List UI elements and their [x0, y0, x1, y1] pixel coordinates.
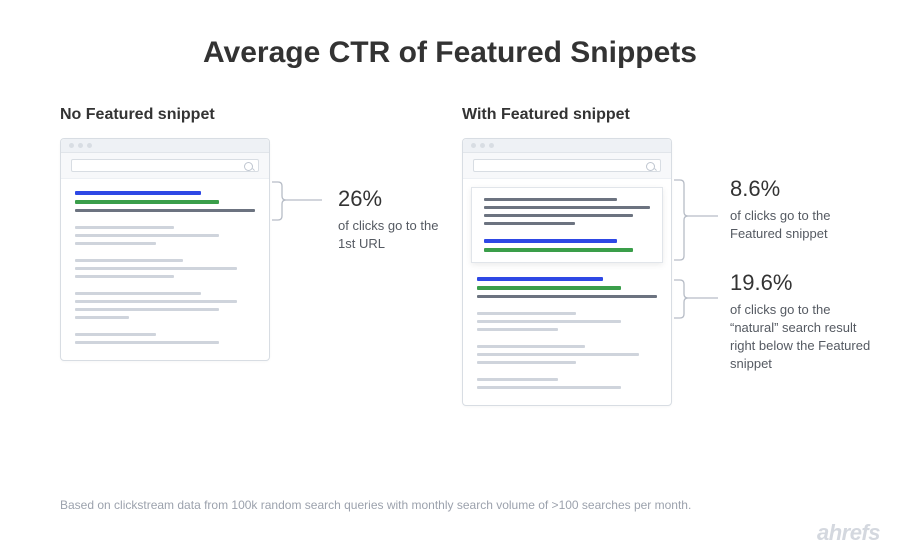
stat-desc: of clicks go to the Featured snippet — [730, 207, 870, 243]
result-placeholder — [75, 226, 255, 245]
url-bar-area — [61, 153, 269, 179]
placeholder-line — [75, 341, 219, 344]
result-title-line — [75, 191, 201, 195]
browser-top-bar — [463, 139, 671, 153]
placeholder-line — [75, 300, 237, 303]
placeholder-line — [75, 316, 129, 319]
result-placeholder — [75, 259, 255, 278]
bracket-icon — [668, 178, 728, 268]
window-dot-icon — [87, 143, 92, 148]
stat-value: 19.6% — [730, 268, 880, 299]
brand-logo: ahrefs — [817, 520, 880, 546]
placeholder-line — [477, 386, 621, 389]
snippet-line — [484, 214, 633, 217]
placeholder-line — [477, 361, 576, 364]
serp-body-left — [61, 179, 269, 360]
result-placeholder — [477, 378, 657, 389]
window-dot-icon — [480, 143, 485, 148]
col-with-snippet: With Featured snippet — [462, 106, 840, 406]
window-dot-icon — [489, 143, 494, 148]
columns: No Featured snippet — [60, 106, 840, 406]
featured-snippet-box — [471, 187, 663, 263]
url-bar-area — [463, 153, 671, 179]
window-dot-icon — [471, 143, 476, 148]
result-placeholder — [75, 333, 255, 344]
placeholder-line — [477, 378, 558, 381]
browser-mock-left — [60, 138, 270, 361]
bracket-icon — [668, 278, 728, 328]
stat-desc: of clicks go to the “natural” search res… — [730, 301, 880, 374]
stat-desc: of clicks go to the 1st URL — [338, 217, 458, 253]
first-natural-result — [477, 277, 657, 298]
snippet-title-line — [484, 239, 617, 243]
snippet-line — [484, 206, 650, 209]
heading-no-snippet: No Featured snippet — [60, 106, 438, 124]
callout-26: 26% of clicks go to the 1st URL — [338, 184, 458, 253]
stat-value: 26% — [338, 184, 458, 215]
stat-value: 8.6% — [730, 174, 870, 205]
page-title: Average CTR of Featured Snippets — [60, 36, 840, 70]
placeholder-line — [75, 259, 183, 262]
placeholder-line — [75, 267, 237, 270]
browser-top-bar — [61, 139, 269, 153]
search-bar-icon — [473, 159, 661, 172]
placeholder-line — [75, 234, 219, 237]
result-desc-line — [477, 295, 657, 298]
placeholder-line — [477, 312, 576, 315]
placeholder-line — [75, 226, 174, 229]
result-placeholder — [477, 345, 657, 364]
placeholder-line — [477, 345, 585, 348]
result-placeholder — [75, 292, 255, 319]
placeholder-line — [75, 275, 174, 278]
snippet-url-line — [484, 248, 633, 252]
callout-8-6: 8.6% of clicks go to the Featured snippe… — [730, 174, 870, 243]
result-title-line — [477, 277, 603, 281]
browser-mock-right — [462, 138, 672, 406]
footnote: Based on clickstream data from 100k rand… — [60, 498, 691, 512]
window-dot-icon — [69, 143, 74, 148]
placeholder-line — [75, 292, 201, 295]
placeholder-line — [477, 353, 639, 356]
bracket-icon — [266, 180, 336, 230]
result-desc-line — [75, 209, 255, 212]
heading-with-snippet: With Featured snippet — [462, 106, 840, 124]
serp-body-right — [463, 179, 671, 405]
snippet-line — [484, 222, 575, 225]
placeholder-line — [75, 308, 219, 311]
col-no-snippet: No Featured snippet — [60, 106, 438, 406]
search-bar-icon — [71, 159, 259, 172]
callout-19-6: 19.6% of clicks go to the “natural” sear… — [730, 268, 880, 374]
window-dot-icon — [78, 143, 83, 148]
placeholder-line — [477, 328, 558, 331]
result-url-line — [477, 286, 621, 290]
result-placeholder — [477, 312, 657, 331]
placeholder-line — [75, 242, 156, 245]
first-result-highlight — [75, 191, 255, 212]
placeholder-line — [477, 320, 621, 323]
snippet-line — [484, 198, 617, 201]
placeholder-line — [75, 333, 156, 336]
result-url-line — [75, 200, 219, 204]
